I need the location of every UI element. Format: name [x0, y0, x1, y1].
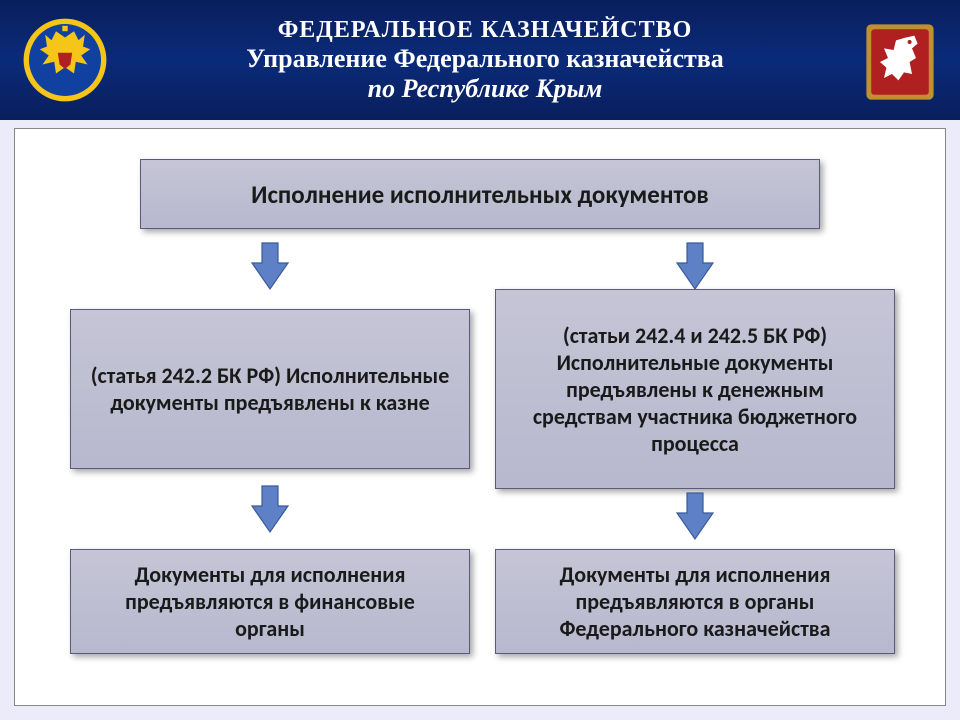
content-outer: Исполнение исполнительных документов (ст…: [0, 120, 960, 720]
diagram-canvas: Исполнение исполнительных документов (ст…: [14, 128, 946, 706]
header-banner: ФЕДЕРАЛЬНОЕ КАЗНАЧЕЙСТВО Управление Феде…: [0, 0, 960, 120]
header-line1: ФЕДЕРАЛЬНОЕ КАЗНАЧЕЙСТВО: [110, 17, 860, 44]
arrow-icon: [250, 241, 290, 291]
arrow-icon: [675, 241, 715, 291]
node-right2: Документы для исполнения предъявляются в…: [495, 549, 895, 654]
node-left2: Документы для исполнения предъявляются в…: [70, 549, 470, 654]
header-line2: Управление Федерального казначейства: [110, 44, 860, 74]
node-right1: (статьи 242.4 и 242.5 БК РФ) Исполнитель…: [495, 289, 895, 489]
header-title-block: ФЕДЕРАЛЬНОЕ КАЗНАЧЕЙСТВО Управление Феде…: [110, 17, 860, 104]
header-line3: по Республике Крым: [110, 74, 860, 104]
emblem-right-icon: [860, 18, 940, 103]
arrow-icon: [675, 491, 715, 541]
node-left1: (статья 242.2 БК РФ) Исполнительные доку…: [70, 309, 470, 469]
arrow-icon: [250, 484, 290, 534]
emblem-left-icon: [20, 15, 110, 105]
node-title: Исполнение исполнительных документов: [140, 159, 820, 229]
